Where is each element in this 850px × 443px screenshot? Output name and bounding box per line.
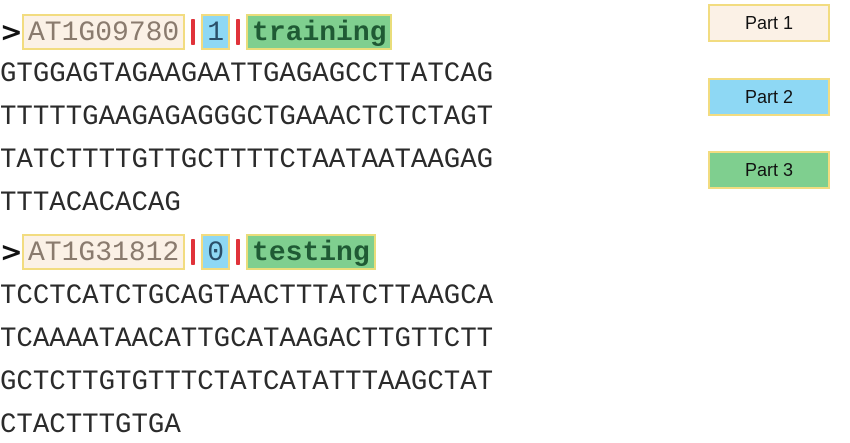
sequence-line: GCTCTTGTGTTTCTATCATATTTAAGCTAT [0,367,494,398]
sequence-line: TCCTCATCTGCAGTAACTTTATCTTAAGCA [0,281,494,312]
legend-part-2: Part 2 [708,78,830,116]
record-header-2: > AT1G31812 0 testing [0,232,376,272]
header-marker: > [0,237,23,268]
sequence-line: TTTTTGAAGAGAGGGCTGAAACTCTCTAGT [0,102,494,133]
separator-bar [191,239,196,265]
sequence-line: GTGGAGTAGAAGAATTGAGAGCCTTATCAG [0,59,494,90]
separator-bar [236,239,241,265]
split-part3: training [246,14,393,50]
label-part2: 1 [201,14,231,50]
legend-part-1: Part 1 [708,4,830,42]
sequence-id-part1: AT1G09780 [22,14,186,50]
label-part2: 0 [201,234,231,270]
separator-bar [191,19,196,45]
header-marker: > [0,17,23,48]
sequence-line: TCAAAATAACATTGCATAAGACTTGTTCTT [0,324,494,355]
sequence-line: TTTACACACAG [0,188,181,219]
record-header-1: > AT1G09780 1 training [0,12,393,52]
sequence-line: TATCTTTTGTTGCTTTTCTAATAATAAGAG [0,145,494,176]
sequence-line: CTACTTTGTGA [0,410,181,441]
separator-bar [236,19,241,45]
sequence-id-part1: AT1G31812 [22,234,186,270]
legend-part-3: Part 3 [708,151,830,189]
split-part3: testing [246,234,376,270]
